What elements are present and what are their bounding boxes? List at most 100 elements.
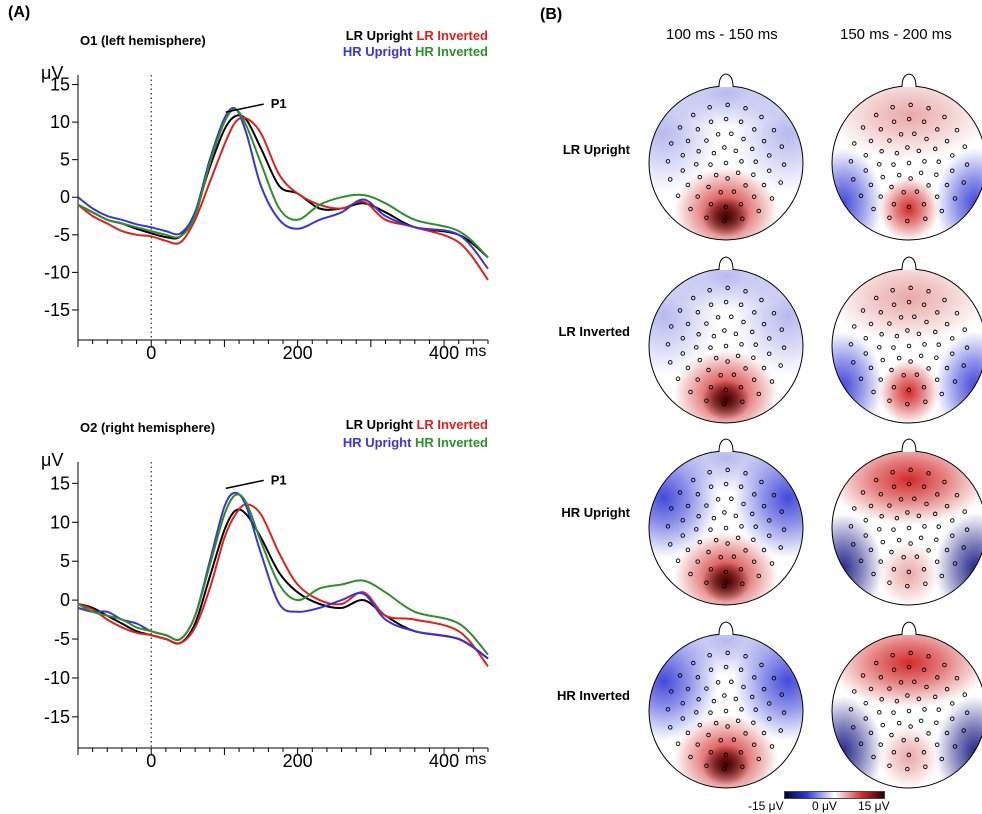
electrode — [739, 159, 744, 164]
electrode — [781, 527, 787, 532]
electrode — [952, 561, 958, 566]
electrode — [708, 484, 714, 489]
electrode — [890, 653, 895, 658]
electrode — [677, 490, 683, 495]
electrode — [852, 506, 857, 511]
scalp-map — [648, 256, 804, 424]
electrode — [935, 492, 940, 497]
electrode — [887, 580, 892, 585]
electrode — [704, 763, 709, 768]
nose-marker — [718, 621, 734, 636]
electrode — [950, 518, 955, 523]
chart-1: O1 (left hemisphere) LR Upright LR Invert… — [41, 28, 489, 363]
scalp-map — [648, 438, 804, 606]
electrode — [753, 159, 758, 164]
electrode — [751, 355, 756, 360]
electrode — [896, 537, 902, 543]
electrode — [759, 662, 764, 668]
electrode — [891, 749, 897, 755]
scalp-map — [648, 73, 804, 241]
electrode — [964, 710, 970, 715]
electrode — [697, 357, 703, 363]
electrode — [771, 675, 777, 681]
electrode — [908, 724, 913, 729]
electrode — [769, 561, 775, 566]
electrode — [918, 718, 924, 724]
electrode — [961, 728, 966, 733]
electrode — [924, 501, 929, 507]
electrode — [916, 148, 922, 154]
electrode — [740, 216, 745, 221]
electrode — [939, 391, 945, 397]
electrode — [769, 196, 775, 201]
electrode — [715, 680, 721, 685]
electrode — [926, 654, 931, 659]
electrode — [863, 533, 868, 538]
electrode — [873, 477, 879, 483]
legend-entry: LR Upright — [346, 28, 414, 43]
electrode — [891, 384, 897, 390]
electrode — [743, 366, 748, 371]
electrode — [675, 193, 681, 199]
electrode — [751, 172, 756, 177]
electrode — [950, 153, 955, 158]
electrode — [935, 127, 940, 132]
nose-marker — [901, 256, 917, 271]
electrode — [767, 153, 772, 158]
electrode — [863, 351, 868, 356]
electrode — [868, 365, 874, 371]
electrode — [914, 189, 920, 194]
electrode — [723, 708, 729, 714]
electrode — [761, 730, 767, 736]
electrode — [752, 310, 757, 315]
y-tick-label: -5 — [54, 225, 70, 245]
electrode — [708, 384, 714, 390]
electrode — [924, 319, 929, 325]
electrode — [954, 492, 960, 498]
electrode — [858, 558, 864, 564]
electrode — [905, 693, 910, 698]
electrode — [761, 182, 767, 188]
electrode — [740, 581, 745, 586]
electrode — [880, 539, 886, 545]
electrode — [921, 567, 927, 572]
electrode — [781, 345, 787, 350]
electrode — [704, 686, 709, 691]
field-negative-frontal — [656, 86, 796, 128]
electrode — [769, 744, 775, 749]
electrode — [922, 707, 927, 712]
electrode — [665, 159, 671, 164]
electrode — [871, 754, 876, 760]
electrode — [718, 738, 723, 743]
electrode — [887, 321, 892, 326]
electrode — [723, 160, 729, 166]
electrode — [680, 518, 686, 523]
electrode — [860, 308, 866, 313]
legend: HR Upright HR Inverted — [343, 44, 488, 59]
nose-marker — [901, 621, 917, 636]
electrode — [891, 527, 896, 532]
electrode — [680, 336, 686, 341]
electrode — [851, 725, 856, 730]
electrode — [677, 125, 683, 130]
electrode — [944, 503, 950, 509]
electrode — [722, 218, 727, 224]
electrode — [858, 741, 864, 747]
electrode — [906, 160, 912, 166]
electrode — [713, 172, 719, 178]
electrode — [868, 547, 874, 553]
electrode — [668, 177, 673, 182]
electrode — [860, 673, 866, 678]
electrode — [921, 302, 927, 308]
electrode — [901, 373, 906, 378]
electrode — [894, 515, 900, 521]
electrode — [878, 559, 883, 564]
electrode — [887, 398, 892, 403]
electrode — [889, 732, 894, 738]
electrode — [759, 114, 764, 120]
electrode — [868, 686, 874, 692]
electrode — [905, 328, 910, 333]
electrode — [688, 389, 693, 395]
electrode — [894, 150, 900, 156]
time-window-label: 150 ms - 200 ms — [840, 26, 952, 43]
